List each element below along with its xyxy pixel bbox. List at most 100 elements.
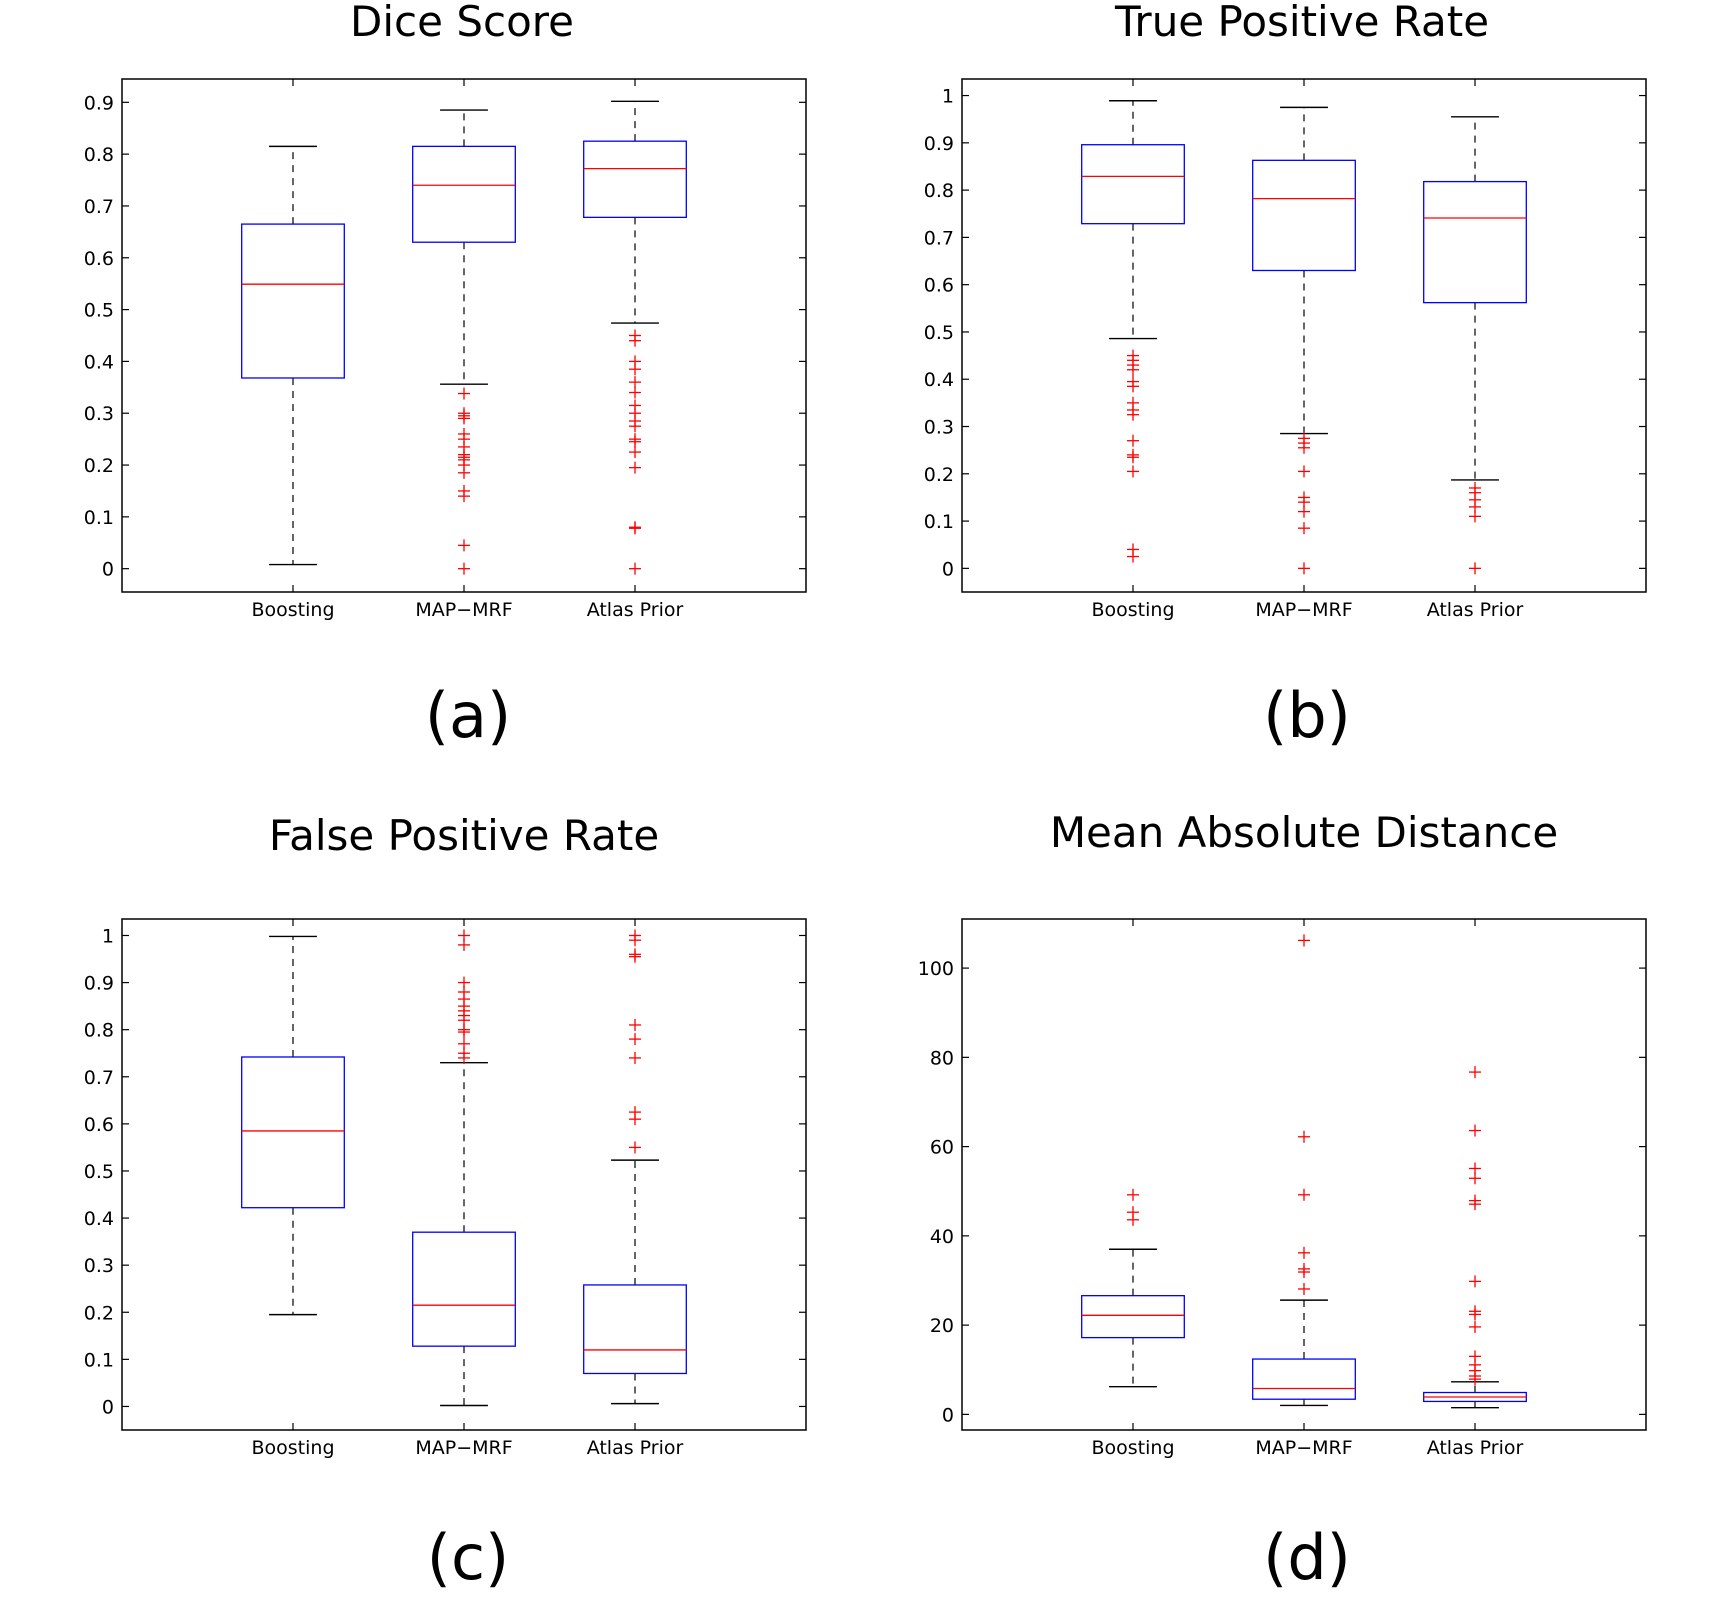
chart-title: True Positive Rate [1114,0,1489,46]
outlier-point [1469,1198,1481,1211]
box-plot-1 [1252,106,1356,575]
y-tick-label: 0.3 [924,417,954,439]
outlier-point [629,1051,641,1064]
outlier-point [629,1113,641,1126]
panel-label: (d) [1263,1521,1351,1594]
outlier-point [629,1018,641,1031]
y-tick-label: 0.5 [84,300,114,322]
iqr-box [1252,159,1356,272]
outlier-point [629,1033,641,1046]
y-tick-label: 0.6 [84,248,114,270]
x-tick-label: Atlas Prior [587,599,684,621]
outlier-point [1298,522,1310,535]
y-tick-label: 0.8 [84,144,114,166]
x-tick-label: Boosting [1091,1437,1174,1459]
y-tick-label: 0.1 [84,507,114,529]
y-tick-label: 40 [930,1226,954,1248]
outlier-point [458,466,470,479]
outlier-point [1469,1308,1481,1321]
iqr-box [1081,144,1185,225]
box-plot-2 [1423,1066,1527,1409]
y-tick-label: 0.9 [84,973,114,995]
box-plot-2 [1423,116,1527,575]
iqr-box [1423,180,1527,304]
outlier-point [629,934,641,947]
outlier-point [629,562,641,575]
outlier-point [1469,1066,1481,1079]
y-tick-label: 0.3 [84,1255,114,1277]
iqr-box [1252,1358,1356,1400]
box-plot-0 [241,935,345,1316]
y-tick-label: 0.6 [84,1114,114,1136]
outlier-point [458,387,470,400]
iqr-box [241,1056,345,1209]
outlier-point [1298,441,1310,454]
y-tick-label: 0.4 [84,1208,114,1230]
y-tick-label: 0.2 [84,1302,114,1324]
outlier-point [458,412,470,425]
outlier-point [458,1026,470,1039]
iqr-box [412,1231,516,1347]
y-tick-label: 0.5 [84,1161,114,1183]
outlier-point [629,1141,641,1154]
y-tick-label: 0.7 [84,196,114,218]
y-tick-label: 0.8 [924,180,954,202]
y-tick-label: 0 [102,1396,114,1418]
y-tick-label: 0.6 [924,275,954,297]
x-tick-label: Boosting [251,1437,334,1459]
outlier-point [629,446,641,459]
y-tick-label: 0.9 [84,92,114,114]
outlier-point [629,376,641,389]
chart-panel-c: False Positive Rate 0 0.1 0.2 0.3 0.4 0.5 0.6 0… [0,801,862,1602]
x-tick-label: MAP−MRF [415,599,512,621]
outlier-point [1298,1130,1310,1143]
outlier-point [458,1051,470,1064]
outlier-point [629,386,641,399]
chart-title: Mean Absolute Distance [1050,808,1558,857]
y-tick-label: 0 [942,1404,954,1426]
outlier-point [629,334,641,347]
outlier-point [1127,1213,1139,1226]
chart-title: False Positive Rate [269,811,659,860]
y-tick-label: 100 [918,958,954,980]
outlier-point [629,363,641,376]
y-tick-label: 0.4 [84,351,114,373]
outlier-point [1469,510,1481,523]
panel-label: (c) [427,1521,509,1594]
box-plot-1 [1252,934,1356,1407]
outlier-point [1127,550,1139,563]
box-plot-1 [412,109,516,575]
y-tick-label: 0.7 [84,1067,114,1089]
panel-label: (a) [425,679,511,752]
outlier-point [1469,1320,1481,1333]
y-tick-label: 0 [102,559,114,581]
outlier-point [629,461,641,474]
outlier-point [1127,1188,1139,1201]
x-tick-label: MAP−MRF [1255,1437,1352,1459]
outlier-point [1127,380,1139,393]
plot-area: 0 0.1 0.2 0.3 0.4 0.5 0.6 0.7 0.8 0.9 1 Boosting MAP… [924,78,1647,621]
outlier-point [629,522,641,535]
outlier-point [1469,1275,1481,1288]
iqr-box [583,140,687,219]
y-tick-label: 0.2 [84,455,114,477]
iqr-box [583,1284,687,1375]
box-plot-0 [1081,100,1185,563]
outlier-point [1469,1172,1481,1185]
x-tick-label: Boosting [1091,599,1174,621]
y-tick-label: 0.5 [924,322,954,344]
outlier-point [629,435,641,448]
outlier-point [1469,1124,1481,1137]
chart-svg-d: Mean Absolute Distance 0 20 40 60 80 100 Boost… [918,808,1647,1594]
outlier-point [1298,562,1310,575]
x-tick-label: MAP−MRF [1255,599,1352,621]
y-tick-label: 0.7 [924,227,954,249]
chart-panel-a: Dice Score 0 0.1 0.2 0.3 0.4 0.5 0.6 0.7 0.8 0.9 B… [0,0,862,801]
x-tick-label: Atlas Prior [587,1437,684,1459]
chart-panel-b: True Positive Rate 0 0.1 0.2 0.3 0.4 0.5 0.6 0.… [862,0,1724,801]
panel-label: (b) [1263,679,1351,752]
outlier-point [1298,1246,1310,1259]
x-tick-label: MAP−MRF [415,1437,512,1459]
y-tick-label: 0.8 [84,1020,114,1042]
outlier-point [458,539,470,552]
